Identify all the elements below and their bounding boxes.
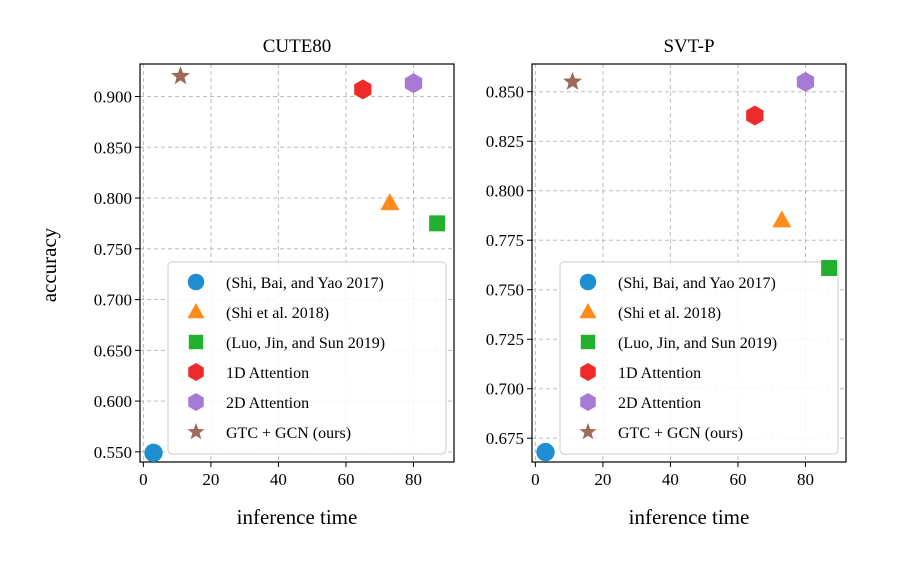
x-tick-label: 40 — [270, 470, 287, 489]
legend-marker — [188, 363, 204, 381]
x-tick-label: 60 — [337, 470, 354, 489]
y-tick-label: 0.700 — [486, 380, 524, 399]
data-point — [536, 442, 555, 462]
x-tick-label: 80 — [797, 470, 814, 489]
legend: (Shi, Bai, and Yao 2017) (Shi et al. 2018… — [167, 261, 447, 455]
legend-entry: GTC + GCN (ours) — [618, 425, 743, 442]
legend-entry: (Shi, Bai, and Yao 2017) — [226, 275, 384, 292]
plot-frame — [139, 63, 455, 463]
data-point — [354, 79, 372, 100]
legend-entry: (Shi, Bai, and Yao 2017) — [618, 275, 776, 292]
legend-entry: (Shi et al. 2018) — [618, 305, 721, 322]
y-tick-label: 0.650 — [94, 341, 132, 360]
y-tick-label: 0.750 — [94, 240, 132, 259]
legend-marker — [580, 334, 596, 350]
data-point — [144, 443, 163, 463]
legend-entry: (Luo, Jin, and Sun 2019) — [618, 335, 777, 352]
cute80-panel: CUTE80 0 20 40 60 80 0.550 0.600 0.650 0.700 0.750… — [94, 36, 455, 529]
y-tick-label: 0.800 — [486, 182, 524, 201]
y-tick-label: 0.600 — [94, 392, 132, 411]
y-tick-label: 0.900 — [94, 87, 132, 106]
x-tick-label: 80 — [405, 470, 422, 489]
y-tick-label: 0.850 — [486, 83, 524, 102]
y-tick-label: 0.750 — [486, 281, 524, 300]
legend-marker — [580, 393, 596, 411]
x-axis-label: inference time — [629, 505, 750, 529]
legend-marker — [187, 423, 205, 440]
legend-marker — [580, 363, 596, 381]
data-point — [171, 66, 191, 85]
y-tick-label: 0.550 — [94, 443, 132, 462]
y-tick-label: 0.700 — [94, 291, 132, 310]
legend-entry: 1D Attention — [226, 365, 309, 382]
y-tick-label: 0.800 — [94, 189, 132, 208]
legend-marker — [579, 423, 597, 440]
legend-box — [167, 261, 447, 455]
chart-title: CUTE80 — [263, 36, 332, 57]
svtp-panel: SVT-P 0 20 40 60 80 0.675 0.700 0.725 0.750 0.775 0… — [486, 36, 847, 529]
legend-marker — [187, 273, 205, 291]
legend-entry: 2D Attention — [618, 395, 701, 412]
y-tick-label: 0.775 — [486, 231, 524, 250]
data-point — [380, 193, 400, 211]
data-point — [772, 210, 792, 228]
legend-marker — [188, 393, 204, 411]
plot-frame — [531, 63, 847, 463]
data-point — [404, 73, 423, 94]
x-tick-label: 0 — [139, 470, 148, 489]
legend-marker — [188, 334, 204, 350]
legend-entry: (Shi et al. 2018) — [226, 305, 329, 322]
y-axis-label: accuracy — [37, 227, 61, 302]
legend-entry: GTC + GCN (ours) — [226, 425, 351, 442]
legend-marker — [187, 303, 205, 319]
legend-marker — [579, 273, 597, 291]
x-tick-label: 20 — [202, 470, 219, 489]
y-tick-label: 0.850 — [94, 138, 132, 157]
legend-entry: 1D Attention — [618, 365, 701, 382]
data-point — [563, 71, 583, 90]
data-point — [429, 215, 446, 232]
legend-marker — [579, 303, 597, 319]
data-point — [796, 71, 815, 92]
x-tick-label: 40 — [662, 470, 679, 489]
chart-title: SVT-P — [663, 36, 714, 57]
data-point — [821, 259, 838, 276]
legend-box — [559, 261, 839, 455]
y-tick-label: 0.825 — [486, 132, 524, 151]
legend-entry: 2D Attention — [226, 395, 309, 412]
y-tick-label: 0.675 — [486, 429, 524, 448]
legend: (Shi, Bai, and Yao 2017) (Shi et al. 2018… — [559, 261, 839, 455]
x-tick-label: 60 — [729, 470, 746, 489]
x-axis-label: inference time — [237, 505, 358, 529]
x-tick-label: 20 — [594, 470, 611, 489]
data-point — [746, 105, 764, 126]
legend-entry: (Luo, Jin, and Sun 2019) — [226, 335, 385, 352]
x-tick-label: 0 — [531, 470, 540, 489]
y-tick-label: 0.725 — [486, 330, 524, 349]
